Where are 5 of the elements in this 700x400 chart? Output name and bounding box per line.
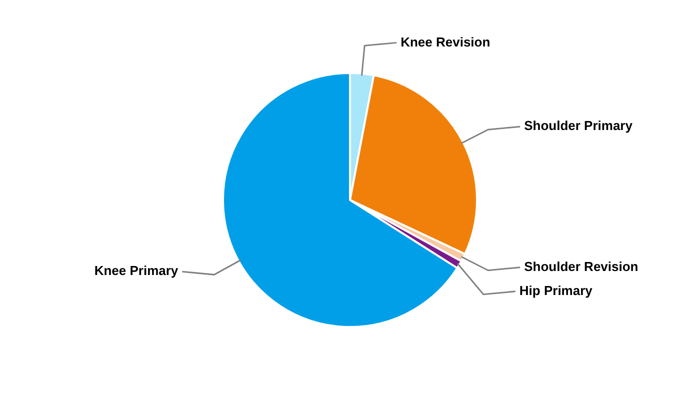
slice-label: Hip Primary xyxy=(519,282,594,298)
slice-label: Shoulder Revision xyxy=(524,258,638,274)
slice-label: Shoulder Primary xyxy=(524,118,634,134)
slice-label: Knee Primary xyxy=(94,263,179,278)
slice-label: Knee Revision xyxy=(400,34,490,50)
